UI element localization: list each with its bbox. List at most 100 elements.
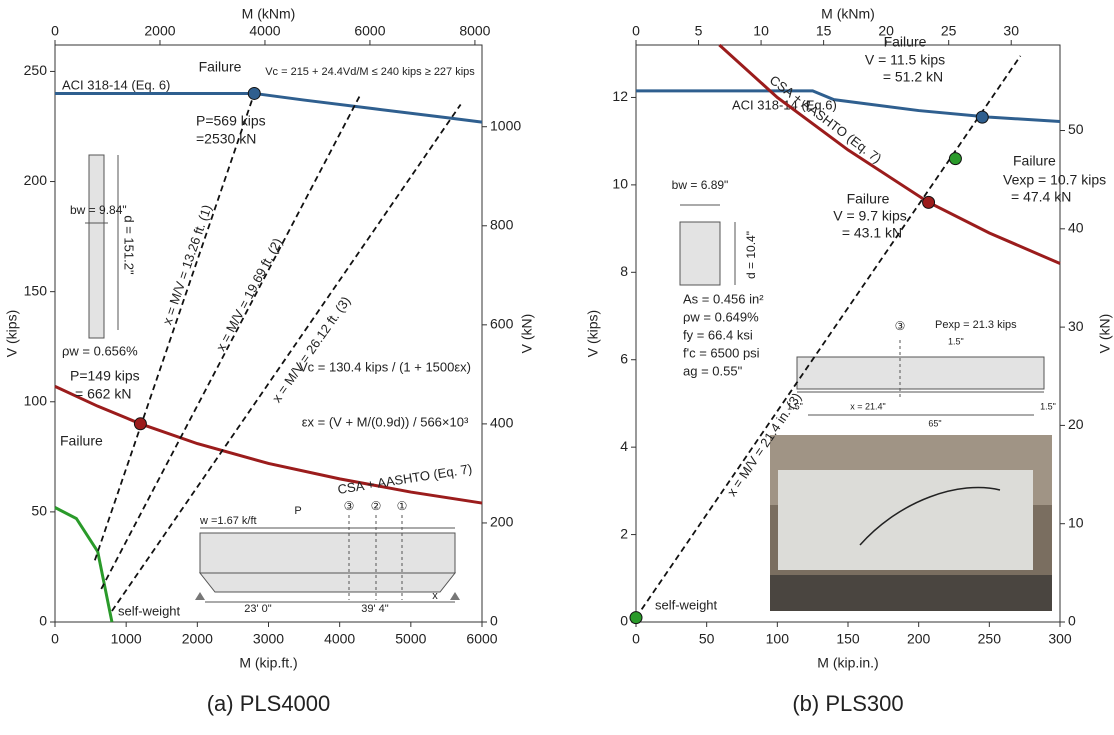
y-axis-label: V (kips) (4, 310, 20, 357)
annotation: V = 9.7 kips (833, 208, 907, 224)
failure-marker (922, 195, 936, 209)
annotation: self-weight (655, 597, 718, 612)
x-tick-label: 150 (836, 631, 860, 647)
annotation: As = 0.456 in² (683, 291, 764, 306)
annotation: ③ (344, 499, 355, 513)
x2-tick-label: 30 (1003, 23, 1019, 39)
y2-axis-label: V (kN) (1097, 314, 1113, 354)
annotation: Vc = 130.4 kips / (1 + 1500εx) (299, 359, 471, 374)
y-tick-label: 250 (24, 62, 48, 78)
curve (55, 91, 483, 124)
annotation: x = 21.4" (850, 401, 885, 411)
annotation: bw = 6.89" (672, 178, 729, 192)
annotation: x (432, 590, 438, 602)
failure-marker (629, 611, 643, 625)
x-tick-label: 200 (907, 631, 931, 647)
annotation: = 43.1 kN (842, 225, 902, 241)
x2-tick-label: 6000 (354, 23, 385, 39)
y2-tick-label: 50 (1068, 121, 1084, 137)
annotation: 1.5" (1040, 401, 1056, 411)
x-tick-label: 1000 (111, 631, 142, 647)
annotation: f'c = 6500 psi (683, 345, 760, 360)
annotation: d = 10.4" (744, 231, 758, 279)
x2-tick-label: 4000 (249, 23, 280, 39)
y-tick-label: 0 (620, 613, 628, 629)
annotation: Failure (847, 191, 890, 207)
annotation: ① (397, 499, 408, 513)
x2-tick-label: 0 (632, 23, 640, 39)
annotation: 39' 4" (361, 603, 389, 615)
y-tick-label: 10 (612, 176, 628, 192)
y2-tick-label: 30 (1068, 318, 1084, 334)
ratio-line (111, 103, 462, 612)
x-tick-label: 3000 (253, 631, 284, 647)
curve (718, 43, 1061, 265)
annotation: =2530 kN (196, 131, 256, 147)
ratio-line (94, 93, 256, 561)
y2-tick-label: 20 (1068, 416, 1084, 432)
annotation: Vexp = 10.7 kips (1003, 172, 1106, 188)
annotation: Failure (1013, 153, 1056, 169)
annotation: V = 11.5 kips (865, 52, 945, 68)
x2-axis-label: M (kNm) (242, 6, 296, 22)
y-tick-label: 0 (39, 613, 47, 629)
annotation: P=569 kips (196, 113, 266, 129)
x-axis-label: M (kip.in.) (817, 655, 878, 671)
x2-tick-label: 20 (878, 23, 894, 39)
y-tick-label: 6 (620, 350, 628, 366)
annotation: ρw = 0.656% (62, 343, 138, 358)
series-label: CSA + AASHTO (Eq. 7) (767, 72, 885, 166)
chart-title: (b) PLS300 (792, 691, 903, 716)
series-label: x = M/V = 13.26 ft. (1) (159, 203, 214, 327)
annotation: = 51.2 kN (883, 69, 943, 85)
annotation: Pexp = 21.3 kips (935, 319, 1017, 331)
annotation: Failure (60, 433, 103, 449)
failure-marker (975, 110, 989, 124)
x2-tick-label: 25 (941, 23, 957, 39)
x2-tick-label: 8000 (459, 23, 490, 39)
annotation: 65" (928, 418, 941, 428)
annotation: = 662 kN (75, 386, 131, 402)
y2-tick-label: 0 (1068, 613, 1076, 629)
y2-tick-label: 40 (1068, 220, 1084, 236)
annotation: bw = 9.84" (70, 203, 127, 217)
y-tick-label: 12 (612, 88, 628, 104)
x2-tick-label: 10 (753, 23, 769, 39)
column-section-sketch (85, 154, 119, 339)
annotation: P=149 kips (70, 368, 140, 384)
annotation: P (294, 505, 301, 517)
x-tick-label: 250 (978, 631, 1002, 647)
x-tick-label: 6000 (466, 631, 497, 647)
x-tick-label: 2000 (182, 631, 213, 647)
curve (54, 506, 114, 623)
annotation: Failure (884, 34, 927, 50)
ratio-line (635, 55, 1022, 619)
beam-sketch-b (796, 340, 1045, 416)
y-tick-label: 100 (24, 392, 48, 408)
x2-axis-label: M (kNm) (821, 6, 875, 22)
annotation: Vc = 215 + 24.4Vd/M ≤ 240 kips ≥ 227 kip… (265, 66, 475, 78)
y-tick-label: 8 (620, 263, 628, 279)
y2-tick-label: 0 (490, 613, 498, 629)
beam-section-sketch (679, 204, 736, 286)
annotation: w =1.67 k/ft (199, 515, 257, 527)
series-label: ACI 318-14 (Eq.6) (732, 97, 837, 112)
x-tick-label: 300 (1048, 631, 1072, 647)
y-tick-label: 2 (620, 525, 628, 541)
annotation: 1.5" (787, 401, 803, 411)
x2-tick-label: 2000 (144, 23, 175, 39)
series-label: x = M/V = 19.69 ft. (2) (213, 235, 285, 353)
specimen-photo (770, 435, 1052, 611)
annotation: 1.5" (948, 336, 964, 346)
x-tick-label: 5000 (395, 631, 426, 647)
series-label: ACI 318-14 (Eq. 6) (62, 77, 170, 92)
x-tick-label: 4000 (324, 631, 355, 647)
curve (54, 384, 483, 505)
x-tick-label: 100 (766, 631, 790, 647)
annotation: = 47.4 kN (1011, 189, 1071, 205)
annotation: εx = (V + M/(0.9d)) / 566×10³ (302, 414, 469, 429)
y-tick-label: 200 (24, 172, 48, 188)
y2-tick-label: 800 (490, 216, 514, 232)
y-axis-label: V (kips) (585, 310, 601, 357)
